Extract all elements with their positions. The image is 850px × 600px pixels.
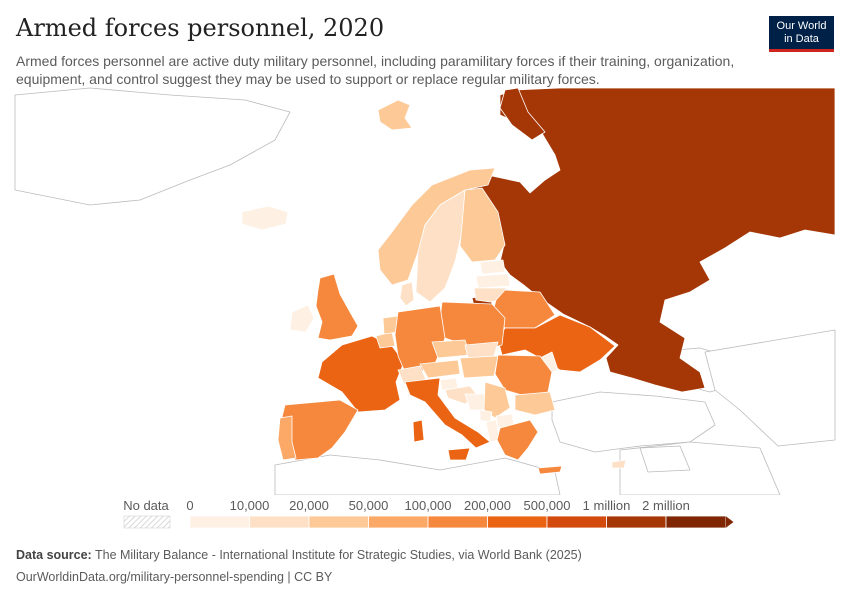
country-slovakia[interactable] — [464, 341, 499, 359]
legend-bin-5[interactable] — [487, 515, 548, 529]
country-bosnia[interactable] — [464, 393, 486, 411]
country-greece-crete[interactable] — [537, 465, 563, 475]
legend-arrow — [725, 516, 734, 528]
legend-tick-8: 2 million — [642, 498, 690, 513]
country-denmark[interactable] — [399, 281, 415, 307]
country-hungary[interactable] — [459, 355, 499, 379]
legend-tick-7: 1 million — [583, 498, 631, 513]
legend: No data 0 10,000 20,000 50,000 100,000 200,00… — [123, 498, 734, 529]
europe-map — [14, 87, 836, 495]
legend-tick-6: 500,000 — [524, 498, 571, 513]
country-austria[interactable] — [419, 359, 461, 379]
country-belgium[interactable] — [375, 331, 396, 349]
svalbard[interactable] — [377, 99, 413, 131]
north-africa-land — [274, 454, 561, 495]
country-czechia[interactable] — [431, 339, 471, 359]
central-asia-land — [704, 329, 836, 447]
legend-bin-8[interactable] — [665, 515, 726, 529]
chart-subtitle: Armed forces personnel are active duty m… — [16, 53, 735, 87]
legend-tick-2: 20,000 — [289, 498, 329, 513]
country-italy[interactable] — [404, 377, 491, 449]
legend-tick-1: 10,000 — [230, 498, 270, 513]
legend-bins: 0 10,000 20,000 50,000 100,000 200,000 500,000… — [186, 498, 734, 529]
legend-tick-5: 200,000 — [464, 498, 511, 513]
legend-bin-0[interactable] — [189, 515, 250, 529]
legend-bin-3[interactable] — [368, 515, 429, 529]
country-ireland[interactable] — [289, 304, 315, 333]
country-serbia[interactable] — [483, 381, 511, 419]
legend-bin-1[interactable] — [249, 515, 310, 529]
legend-tick-3: 50,000 — [349, 498, 389, 513]
country-italy-sicily[interactable] — [447, 447, 471, 461]
footer-source-text: The Military Balance - International Ins… — [94, 548, 582, 562]
country-greece[interactable] — [496, 419, 539, 461]
country-portugal[interactable] — [277, 415, 297, 461]
country-cyprus[interactable] — [611, 459, 627, 469]
greenland-land — [14, 87, 291, 206]
legend-bin-7[interactable] — [606, 515, 667, 529]
legend-bin-2[interactable] — [308, 515, 369, 529]
chart-title: Armed forces personnel, 2020 — [16, 14, 385, 42]
country-italy-sardinia[interactable] — [412, 419, 425, 443]
country-estonia[interactable] — [479, 259, 506, 275]
country-norway[interactable] — [377, 167, 496, 286]
legend-tick-4: 100,000 — [405, 498, 452, 513]
novaya-zemlya[interactable] — [499, 87, 546, 141]
country-russia[interactable] — [464, 87, 836, 393]
country-bulgaria[interactable] — [514, 391, 556, 416]
logo-line-1: Our World — [776, 20, 827, 32]
syria-land — [639, 445, 691, 473]
legend-bin-4[interactable] — [427, 515, 488, 529]
owid-logo[interactable]: Our World in Data — [769, 16, 834, 52]
footer-url-license[interactable]: OurWorldinData.org/military-personnel-sp… — [16, 570, 333, 584]
legend-no-data-swatch — [123, 515, 171, 529]
legend-bin-6[interactable] — [546, 515, 607, 529]
legend-no-data-label: No data — [123, 498, 169, 513]
country-uk[interactable] — [315, 273, 359, 341]
legend-tick-0: 0 — [186, 498, 193, 513]
country-finland[interactable] — [459, 187, 506, 263]
country-montenegro[interactable] — [479, 409, 493, 423]
logo-line-2: in Data — [784, 33, 819, 45]
country-iceland[interactable] — [241, 205, 289, 231]
country-latvia[interactable] — [475, 273, 511, 289]
footer-source: Data source: The Military Balance - Inte… — [16, 548, 582, 562]
footer-source-label: Data source: — [16, 548, 92, 562]
